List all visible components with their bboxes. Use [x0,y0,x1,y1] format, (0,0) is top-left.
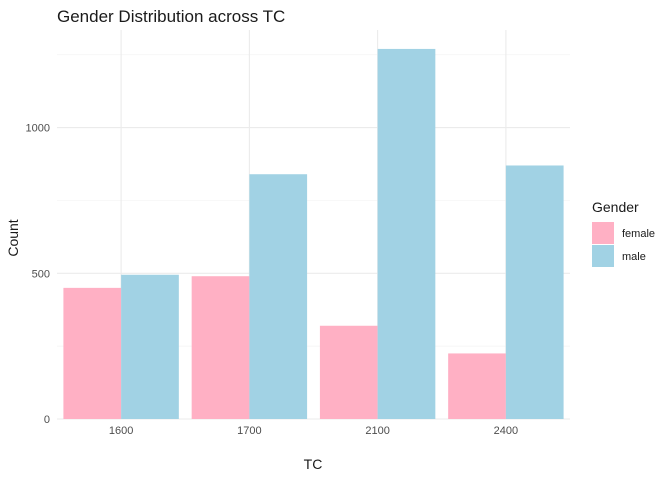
bar-male-1600 [121,274,179,419]
bar-female-1600 [63,287,122,419]
chart-title: Gender Distribution across TC [57,7,285,26]
bar-male-1700 [249,174,308,419]
x-tick-label: 2400 [494,425,518,437]
x-axis-title: TC [304,456,323,472]
bar-male-2400 [505,165,564,419]
legend-items: female male [592,222,655,267]
legend: Gender female male [592,199,655,267]
bar-female-1700 [191,276,250,419]
bar-female-2100 [319,325,378,419]
plot-panel: 0 500 1000 1600 1700 2100 2400 [26,30,570,437]
legend-title: Gender [592,199,639,215]
bar-male-2100 [377,48,436,420]
legend-label-female: female [622,228,655,240]
y-tick-label: 1000 [26,123,50,135]
x-tick-label: 1600 [109,425,133,437]
y-axis-title: Count [5,219,21,256]
bar-female-2400 [448,353,506,419]
x-tick-label: 1700 [237,425,261,437]
legend-label-male: male [622,251,646,263]
y-tick-label: 0 [44,414,50,426]
y-tick-label: 500 [32,268,50,280]
x-tick-label: 2100 [365,425,389,437]
x-axis-ticks: 1600 1700 2100 2400 [109,425,518,437]
bars [63,48,564,420]
y-axis-ticks: 0 500 1000 [26,123,50,426]
legend-key-male [592,245,614,267]
legend-key-female [592,222,614,244]
